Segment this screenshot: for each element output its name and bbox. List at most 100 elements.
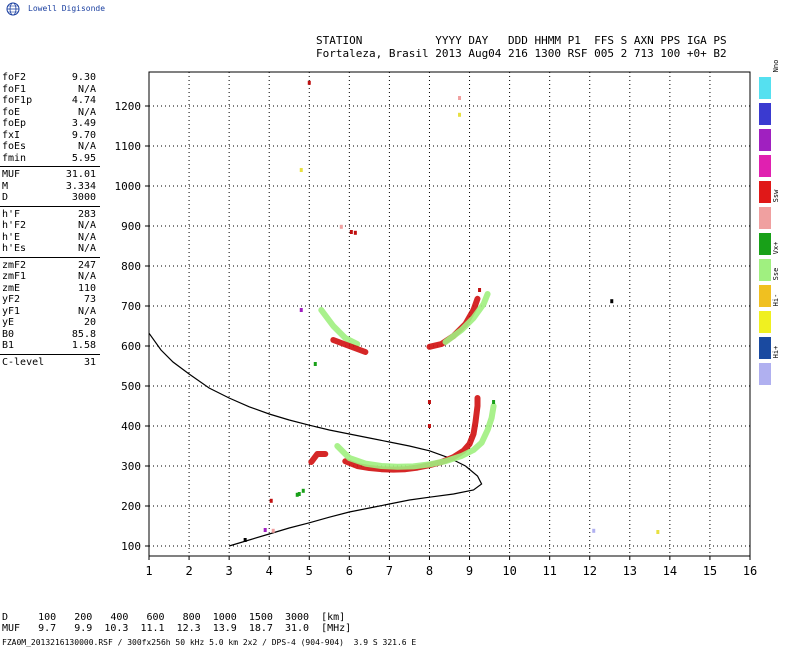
parameter-row: foEs N/A <box>0 141 100 153</box>
parameter-value: 110 <box>77 282 96 294</box>
distance-row: D 100 200 400 600 800 1000 1500 3000 [km… <box>2 612 346 623</box>
file-info-footer: FZA0M_2013216130000.RSF / 300fx256h 50 k… <box>2 638 417 647</box>
parameter-row: yF1 N/A <box>0 306 100 318</box>
echo-dot-Vo+ <box>353 230 357 235</box>
plot-frame <box>148 71 751 557</box>
x-tick-label: 11 <box>542 564 556 578</box>
echo-dot-Ssw <box>271 528 275 533</box>
x-tick-label: 6 <box>346 564 353 578</box>
parameter-row: B0 85.8 <box>0 329 100 341</box>
polarization-legend: Nno E W Vo- Vo+ Ssw Vx- Vx+ Sse Hi- Nnw Hi+ <box>759 60 780 389</box>
parameter-row: h'Es N/A <box>0 243 100 255</box>
x-tick-label: 12 <box>583 564 597 578</box>
parameter-row: zmE 110 <box>0 283 100 295</box>
x-tick-label: 3 <box>226 564 233 578</box>
legend-label: Vo- <box>772 137 780 151</box>
grid <box>149 72 750 556</box>
parameter-value: 73 <box>83 294 96 305</box>
echo-dots <box>243 80 660 542</box>
y-tick-label: 900 <box>121 220 141 233</box>
echo-dot-W <box>263 528 267 532</box>
parameter-row: M 3.334 <box>0 181 100 193</box>
y-tick-label: 700 <box>121 300 141 313</box>
echo-dot-Ssw <box>339 224 343 229</box>
parameter-row: zmF1 N/A <box>0 271 100 283</box>
legend-swatch: E <box>759 90 780 125</box>
parameter-value: 283 <box>77 208 96 220</box>
echo-dot-Vo+ <box>269 498 273 503</box>
parameter-name: foF1 <box>2 83 27 95</box>
legend-swatch: Vo+ <box>759 164 780 203</box>
parameter-row: fmin 5.95 <box>0 153 100 165</box>
parameter-separator <box>0 166 100 167</box>
echo-dot-Vx- <box>492 400 496 404</box>
echo-dot-Vo+ <box>349 230 353 234</box>
parameter-name: B0 <box>2 328 15 340</box>
parameter-value: 5.95 <box>71 152 96 164</box>
parameter-value: 3.49 <box>71 118 96 129</box>
parameter-name: yF2 <box>2 294 21 305</box>
parameter-row: foF2 9.30 <box>0 72 100 84</box>
station-header: STATION YYYY DAY DDD HHMM P1 FFS S AXN P… <box>316 34 727 60</box>
parameter-separator <box>0 256 100 258</box>
parameter-name: h'F <box>2 208 21 220</box>
header-values: Fortaleza, Brasil 2013 Aug04 216 1300 RS… <box>316 47 727 60</box>
parameter-row: h'F2 N/A <box>0 220 100 232</box>
x-tick-label: 13 <box>623 564 637 578</box>
parameter-name: foEp <box>2 118 27 129</box>
legend-swatch: Hi+ <box>759 346 780 385</box>
parameter-row: yF2 73 <box>0 294 100 306</box>
echo-dot-Vx- <box>297 492 301 496</box>
muf-row: MUF 9.7 9.9 10.3 11.1 12.3 13.9 18.7 31.… <box>2 623 352 634</box>
echo-dot-Vo+ <box>427 424 431 428</box>
parameter-row: foF1p 4.74 <box>0 95 100 107</box>
echo-dot-Vx- <box>295 492 299 497</box>
parameter-name: M <box>2 180 9 192</box>
parameter-value: N/A <box>77 243 96 254</box>
echo-trace-Vx+ <box>318 307 361 347</box>
y-axis-ticks: 100 200 300 400 500 600 700 800 900 1000 1100 1200 <box>115 100 149 553</box>
legend-label: Nno <box>772 59 780 73</box>
header-labels: STATION YYYY DAY DDD HHMM P1 FFS S AXN P… <box>316 34 727 47</box>
parameter-name: foEs <box>2 141 27 152</box>
parameter-row: D 3000 <box>0 192 100 204</box>
muf-distance-table: D 100 200 400 600 800 1000 1500 3000 [km… <box>2 612 351 634</box>
parameter-value: 31.01 <box>65 169 96 180</box>
y-tick-label: 600 <box>121 340 141 353</box>
parameter-value: N/A <box>77 220 96 231</box>
x-tick-label: 4 <box>266 564 273 578</box>
parameter-value: 85.8 <box>71 328 96 340</box>
parameter-name: h'E <box>2 231 21 243</box>
legend-swatch: Sse <box>759 268 780 307</box>
parameter-value: 3000 <box>71 192 96 203</box>
echo-trace-Vx+ <box>334 403 497 470</box>
parameter-value: 31 <box>83 356 96 368</box>
parameter-value: N/A <box>77 305 96 317</box>
parameter-row: yE 20 <box>0 317 100 329</box>
parameter-value: N/A <box>77 271 96 282</box>
echo-dot-Hi- <box>299 168 303 172</box>
parameter-name: yE <box>2 317 15 328</box>
parameter-name: B1 <box>2 340 15 351</box>
legend-swatch: W <box>759 116 780 151</box>
parameter-row: B1 1.58 <box>0 340 100 352</box>
lowell-logo: Lowell Digisonde <box>6 2 126 20</box>
y-tick-label: 100 <box>121 540 141 553</box>
parameter-row: MUF 31.01 <box>0 169 100 181</box>
echo-dot-Hi- <box>458 112 462 117</box>
parameter-name: yF1 <box>2 305 21 317</box>
parameter-value: N/A <box>77 141 96 152</box>
parameter-name: zmF2 <box>2 259 27 271</box>
y-tick-label: 1100 <box>115 140 142 153</box>
x-tick-label: 7 <box>386 564 393 578</box>
parameter-name: h'Es <box>2 243 27 254</box>
echo-dot-Hi+ <box>592 528 596 533</box>
x-tick-label: 2 <box>185 564 192 578</box>
y-tick-label: 1000 <box>115 180 142 193</box>
parameter-name: foF2 <box>2 72 27 83</box>
x-tick-label: 8 <box>426 564 433 578</box>
parameter-name: zmE <box>2 282 21 294</box>
echo-dot-Vo+ <box>478 288 482 292</box>
y-tick-label: 500 <box>121 380 141 393</box>
